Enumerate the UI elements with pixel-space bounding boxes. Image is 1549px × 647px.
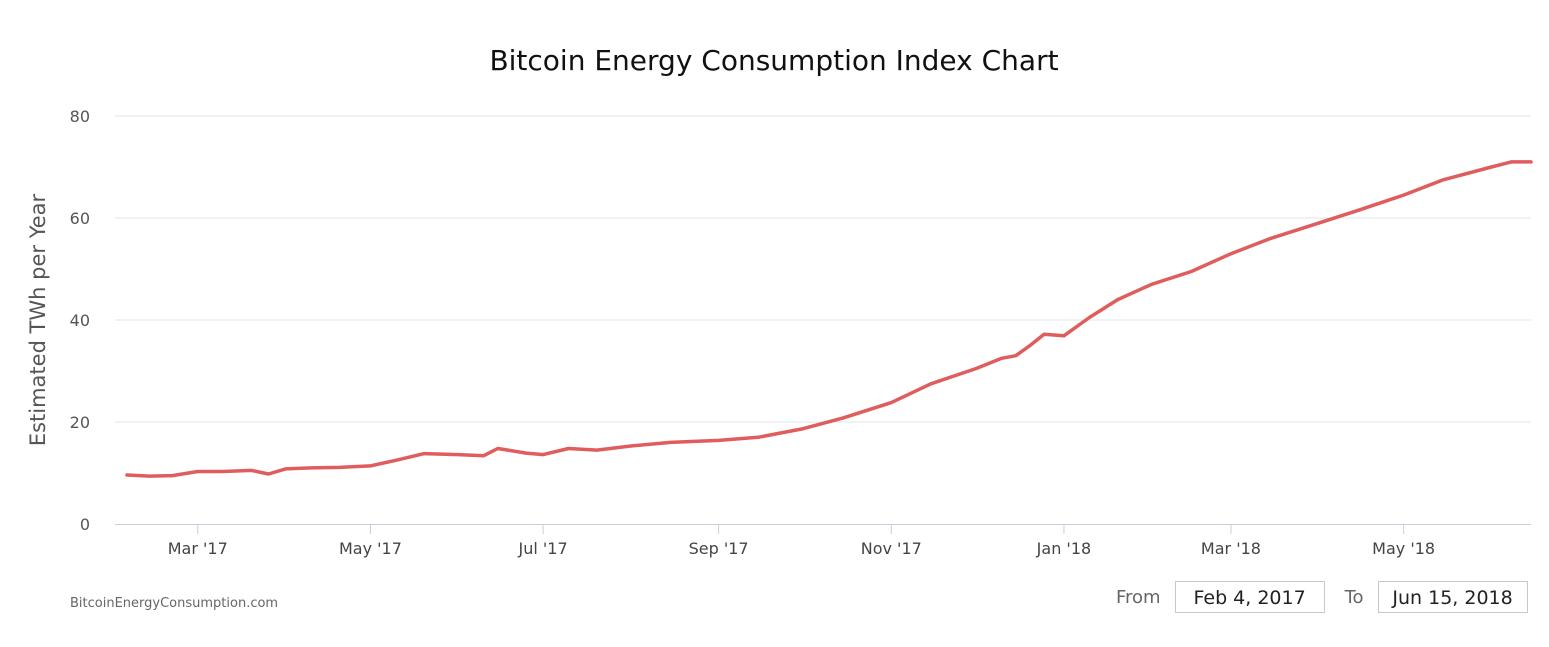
x-tick-label: Mar '17: [168, 539, 228, 558]
data-point: [394, 459, 398, 462]
data-point: [1490, 165, 1493, 169]
data-point: [1116, 298, 1119, 301]
data-point: [369, 464, 372, 468]
data-point: [423, 452, 426, 455]
data-point: [1014, 354, 1017, 357]
data-point: [1317, 221, 1320, 225]
from-date-input[interactable]: Feb 4, 2017: [1174, 581, 1325, 613]
x-axis: Mar '17 May '17 Jul '17 Sep '17 Nov '17 Jan '…: [115, 524, 1531, 558]
y-tick-label: 20: [70, 413, 90, 432]
data-point: [629, 444, 633, 448]
chart-title: Bitcoin Energy Consumption Index Chart: [489, 44, 1058, 77]
data-point: [125, 473, 129, 477]
y-tick-label: 0: [80, 515, 90, 534]
data-point: [1269, 237, 1272, 240]
data-point: [267, 472, 270, 476]
x-tick-label: May '17: [339, 539, 402, 558]
data-point: [802, 427, 805, 430]
data-point: [338, 466, 341, 469]
to-date-input[interactable]: Jun 15, 2018: [1377, 581, 1528, 613]
data-point: [1190, 270, 1193, 273]
data-point: [524, 451, 528, 455]
to-label: To: [1344, 586, 1364, 608]
date-range-selector: From Feb 4, 2017 To Jun 15, 2018: [1116, 580, 1528, 614]
data-point: [757, 436, 760, 439]
data-point: [567, 447, 570, 450]
y-tick-label: 40: [70, 311, 90, 330]
grid-lines: [115, 115, 1531, 423]
data-point: [222, 470, 225, 473]
y-tick-label: 60: [70, 209, 90, 228]
x-tick-label: Sep '17: [689, 539, 749, 558]
x-tick-label: Mar '18: [1201, 539, 1261, 558]
data-point: [1529, 160, 1533, 164]
data-point: [975, 367, 978, 370]
data-point: [171, 474, 174, 477]
data-point: [196, 470, 199, 473]
source-credit: BitcoinEnergyConsumption.com: [70, 596, 278, 611]
data-point: [1028, 344, 1032, 347]
data-point: [1357, 209, 1360, 212]
data-point: [457, 453, 460, 456]
y-axis-label: Estimated TWh per Year: [26, 193, 50, 446]
data-point: [496, 447, 499, 450]
data-point: [541, 453, 545, 456]
data-point: [669, 441, 672, 444]
series-line: [125, 160, 1533, 478]
x-tick-label: May '18: [1372, 539, 1435, 558]
data-point: [1088, 316, 1091, 319]
y-axis-ticks: 0 20 40 60 80: [70, 107, 90, 534]
from-label: From: [1116, 586, 1161, 608]
data-point: [482, 454, 485, 457]
x-tick-label: Nov '17: [861, 539, 922, 558]
data-point: [1042, 333, 1046, 336]
data-point: [284, 467, 287, 471]
data-point: [148, 474, 151, 478]
series-group: [125, 160, 1533, 478]
x-tick-label: Jul '17: [518, 539, 568, 558]
data-point: [1062, 334, 1066, 337]
data-point: [1402, 193, 1405, 197]
data-point: [250, 469, 253, 472]
data-point: [1000, 357, 1003, 360]
data-point: [309, 466, 313, 470]
data-point: [1229, 252, 1233, 255]
x-tick-label: Jan '18: [1036, 539, 1092, 558]
data-point: [890, 401, 893, 404]
data-point: [842, 416, 845, 420]
data-point: [1442, 178, 1445, 181]
data-point: [717, 439, 720, 442]
y-tick-label: 80: [70, 107, 90, 126]
data-point: [929, 382, 933, 385]
data-point: [1510, 160, 1513, 164]
data-point: [595, 448, 599, 452]
data-point: [1150, 283, 1153, 286]
